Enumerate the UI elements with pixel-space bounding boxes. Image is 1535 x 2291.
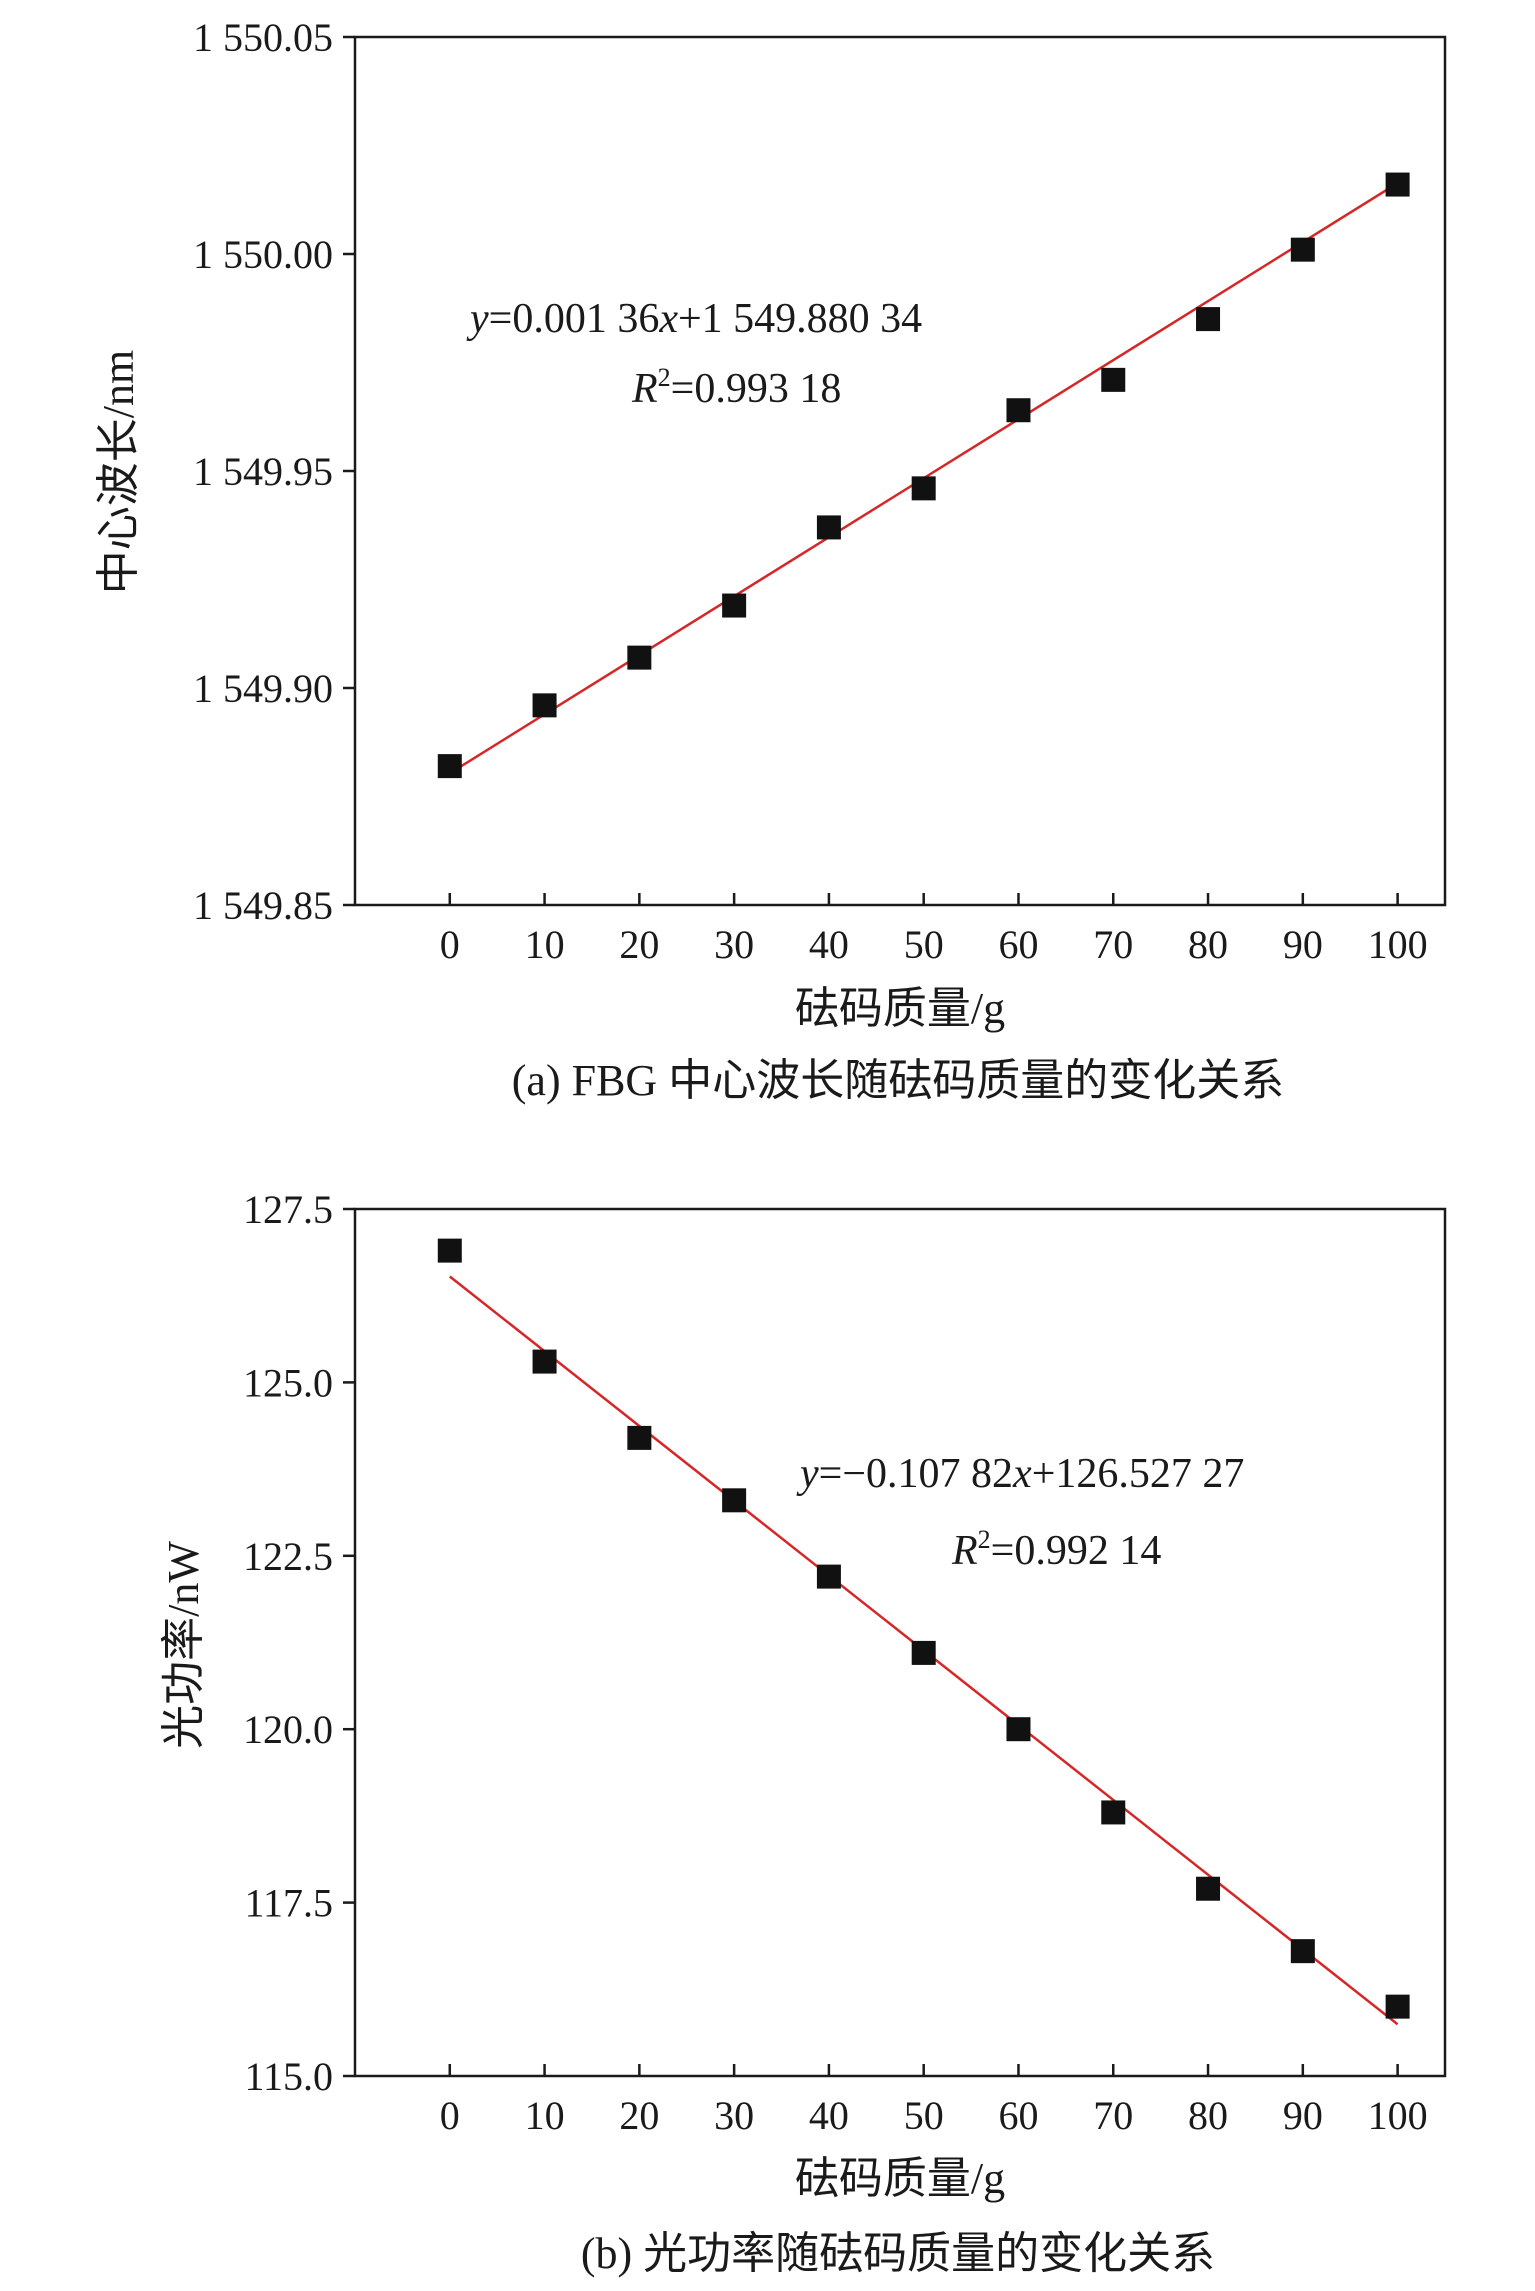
x-tick-label: 90 xyxy=(1283,922,1323,967)
chart-b-caption: (b) 光功率随砝码质量的变化关系 xyxy=(581,2229,1215,2278)
chart-b-ticks: 0 10 20 30 40 50 60 70 80 90 100 115.0 117.5 120.0 122… xyxy=(243,1187,1428,2138)
x-tick-label: 40 xyxy=(809,922,849,967)
data-point xyxy=(532,693,557,718)
x-tick-label: 20 xyxy=(619,2093,659,2138)
data-point xyxy=(722,1488,747,1513)
chart-b-r-squared: R2=0.992 14 xyxy=(951,1525,1161,1574)
data-point xyxy=(1290,1939,1315,1964)
data-point xyxy=(1101,1800,1126,1825)
y-tick-label: 120.0 xyxy=(243,1707,333,1752)
x-tick-label: 80 xyxy=(1188,922,1228,967)
data-point xyxy=(1006,1717,1031,1742)
y-tick-label: 115.0 xyxy=(244,2054,333,2099)
x-tick-label: 0 xyxy=(440,922,460,967)
x-tick-label: 70 xyxy=(1093,922,1133,967)
data-point xyxy=(437,1238,462,1263)
y-tick-label: 122.5 xyxy=(243,1534,333,1579)
y-tick-label: 1 549.95 xyxy=(193,449,333,494)
chart-a-r-squared: R2=0.993 18 xyxy=(631,363,841,412)
x-tick-label: 100 xyxy=(1368,922,1428,967)
x-tick-label: 80 xyxy=(1188,2093,1228,2138)
chart-b-ylabel: 光功率/nW xyxy=(159,1541,208,1749)
chart-a-ylabel: 中心波长/nm xyxy=(94,350,143,594)
chart-a-equation: y=0.001 36x+1 549.880 34 xyxy=(466,296,922,342)
x-tick-label: 30 xyxy=(714,2093,754,2138)
data-point xyxy=(1006,398,1031,423)
data-point xyxy=(816,1564,841,1589)
chart-a-xlabel: 砝码质量/g xyxy=(795,984,1005,1033)
chart-a-caption: (a) FBG 中心波长随砝码质量的变化关系 xyxy=(512,1056,1284,1105)
x-tick-label: 40 xyxy=(809,2093,849,2138)
y-tick-label: 1 549.85 xyxy=(193,883,333,928)
data-point xyxy=(1196,307,1221,332)
chart-b: 0 10 20 30 40 50 60 70 80 90 100 115.0 117.5 120.0 122… xyxy=(159,1187,1447,2278)
y-tick-label: 125.0 xyxy=(243,1360,333,1405)
data-point xyxy=(627,645,652,670)
y-tick-label: 117.5 xyxy=(244,1881,333,1926)
data-point xyxy=(911,1640,936,1665)
x-tick-label: 60 xyxy=(998,2093,1038,2138)
chart-a-ticks: 0 10 20 30 40 50 60 70 80 90 100 1 549.85 1 549.90 1 … xyxy=(193,15,1428,967)
chart-a-marks xyxy=(437,172,1410,779)
x-tick-label: 30 xyxy=(714,922,754,967)
y-tick-label: 1 550.00 xyxy=(193,232,333,277)
x-tick-label: 10 xyxy=(525,922,565,967)
chart-b-equation: y=−0.107 82x+126.527 27 xyxy=(796,1451,1244,1497)
data-point xyxy=(911,476,936,501)
data-point xyxy=(1385,172,1410,197)
data-point xyxy=(1101,367,1126,392)
x-tick-label: 100 xyxy=(1368,2093,1428,2138)
x-tick-label: 90 xyxy=(1283,2093,1323,2138)
data-point xyxy=(1290,237,1315,262)
chart-b-marks xyxy=(437,1238,1410,2026)
y-tick-label: 1 549.90 xyxy=(193,666,333,711)
y-tick-label: 1 550.05 xyxy=(193,15,333,60)
data-point xyxy=(1385,1994,1410,2019)
data-point xyxy=(437,754,462,779)
x-tick-label: 50 xyxy=(904,922,944,967)
x-tick-label: 50 xyxy=(904,2093,944,2138)
x-tick-label: 20 xyxy=(619,922,659,967)
y-tick-label: 127.5 xyxy=(243,1187,333,1232)
x-tick-label: 60 xyxy=(998,922,1038,967)
data-point xyxy=(816,515,841,540)
data-point xyxy=(722,593,747,618)
chart-a: 0 10 20 30 40 50 60 70 80 90 100 1 549.85 1 549.90 1 … xyxy=(94,15,1447,1105)
data-point xyxy=(1196,1876,1221,1901)
chart-b-xlabel: 砝码质量/g xyxy=(795,2154,1005,2203)
data-point xyxy=(627,1425,652,1450)
x-tick-label: 10 xyxy=(525,2093,565,2138)
chart-a-frame xyxy=(353,35,1447,907)
x-tick-label: 0 xyxy=(440,2093,460,2138)
data-point xyxy=(532,1349,557,1374)
chart-b-frame xyxy=(353,1207,1447,2078)
x-tick-label: 70 xyxy=(1093,2093,1133,2138)
